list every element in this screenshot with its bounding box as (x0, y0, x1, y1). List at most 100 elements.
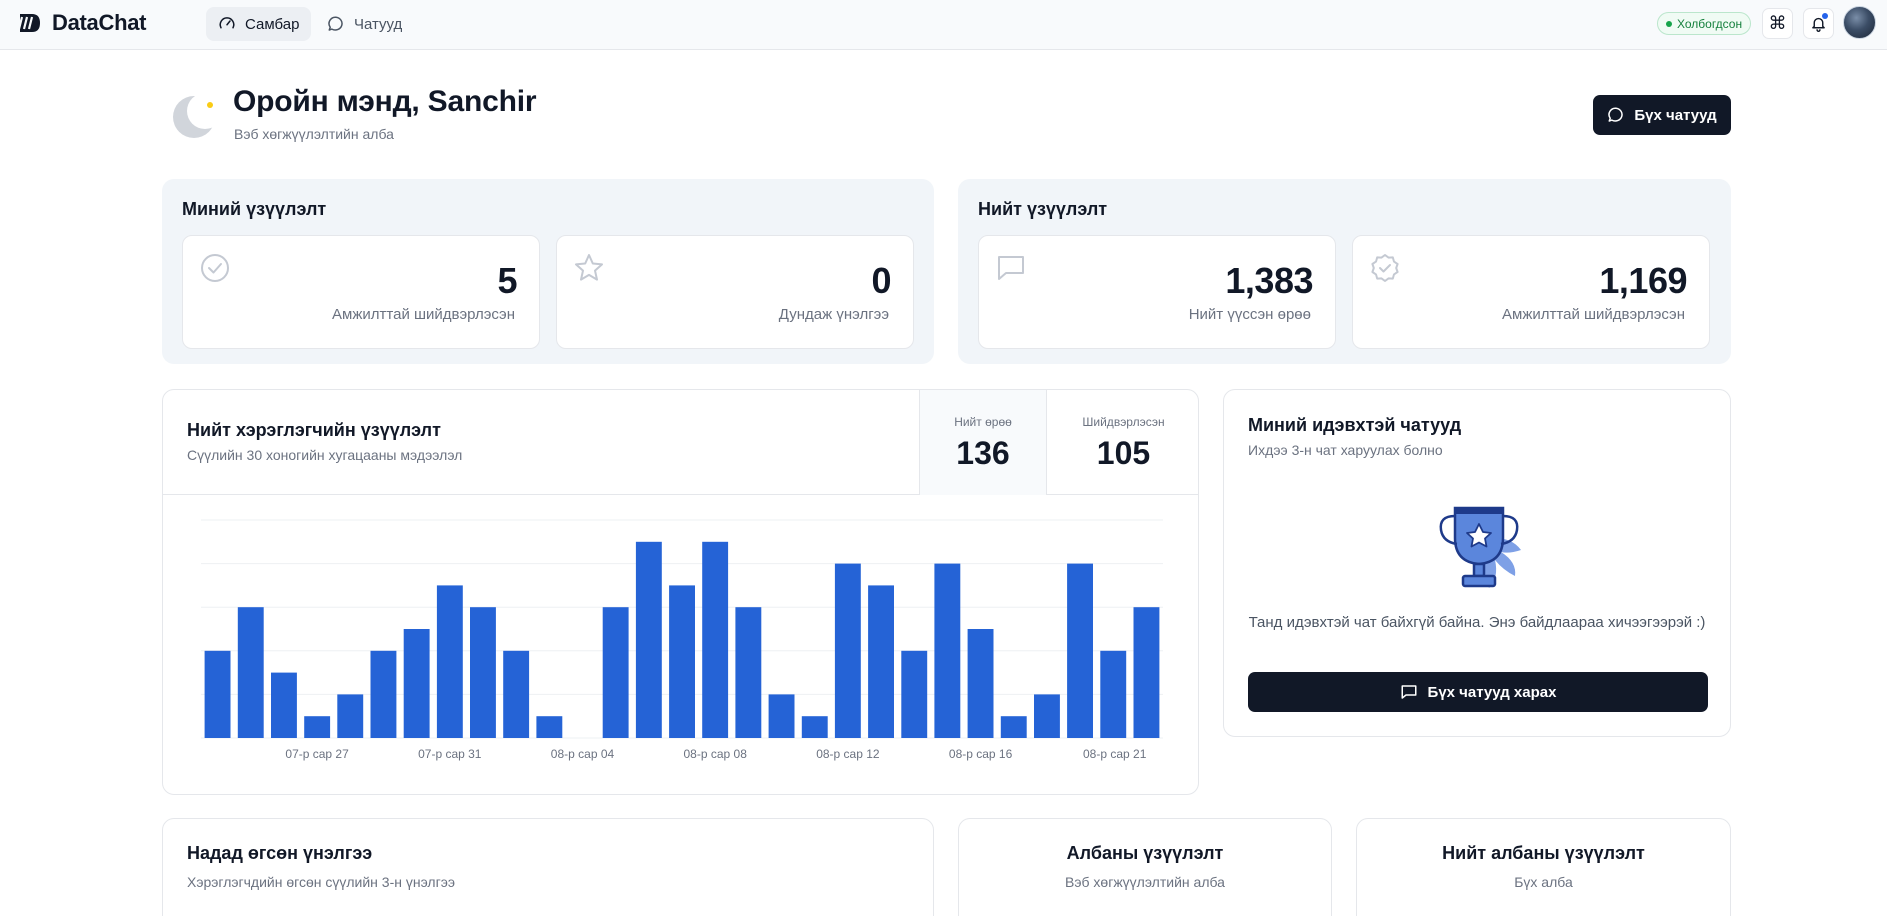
chart-bar[interactable]: 08-р сар 02: 4 (503, 650, 530, 738)
nav-dashboard[interactable]: Самбар (206, 7, 312, 41)
stat-label: Нийт үүссэн өрөө (1188, 306, 1311, 323)
chart-bar[interactable]: 07-р сар 26: 3 (271, 672, 297, 738)
datachat-logo-icon (17, 14, 40, 32)
my-stats-title: Миний үзүүлэлт (182, 199, 327, 219)
stat-value: 1,383 (1225, 260, 1313, 301)
active-chats-title: Миний идэвхтэй чатууд (1248, 415, 1462, 435)
gauge-icon (219, 17, 235, 29)
chart-bar[interactable]: 08-р сар 05: 6 (602, 607, 629, 738)
total-stats-panel: Нийт үзүүлэлт 1,383 Нийт үүссэн өрөө 1,1… (958, 179, 1731, 364)
brand-name: DataChat (52, 10, 147, 35)
dept-stats-card: Албаны үзүүлэлт Вэб хөгжүүлэлтийн алба (958, 818, 1332, 916)
message-square-icon (998, 256, 1024, 280)
stat-card-total-resolved: 1,169 Амжилттай шийдвэрлэсэн (1352, 235, 1710, 349)
nav-chats[interactable]: Чатууд (315, 7, 414, 41)
view-all-chats-label: Бүх чатууд харах (1427, 683, 1557, 701)
chart-x-tick-label: 07-р сар 27 (285, 747, 349, 761)
usage-chart-header: Нийт хэрэглэгчийн үзүүлэлт Сүүлийн 30 хо… (163, 390, 1198, 495)
dept-stats-subtitle: Вэб хөгжүүлэлтийн алба (1065, 874, 1225, 890)
chart-bar[interactable]: 08-р сар 03: 1 (536, 716, 563, 738)
all-dept-stats-title: Нийт албаны үзүүлэлт (1442, 843, 1645, 863)
check-circle-icon (201, 254, 229, 282)
resolved-value: 105 (1096, 435, 1151, 471)
brand-logo[interactable]: DataChat (16, 10, 146, 36)
chart-x-tick-label: 08-р сар 08 (684, 747, 748, 761)
total-stats-title: Нийт үзүүлэлт (978, 199, 1108, 219)
chart-bar[interactable]: 08-р сар 20: 4 (1100, 650, 1127, 738)
ratings-title: Надад өгсөн үнэлгээ (187, 843, 373, 863)
usage-title: Нийт хэрэглэгчийн үзүүлэлт (187, 420, 441, 440)
chart-bar[interactable]: 08-р сар 08: 9 (702, 541, 729, 738)
chart-bar[interactable]: 07-р сар 27: 1 (304, 716, 331, 738)
chart-bar[interactable]: 08-р сар 09: 6 (735, 607, 762, 738)
chart-bar[interactable]: 07-р сар 24: 4 (204, 650, 231, 738)
chat-bubble-icon (328, 16, 343, 31)
stat-value: 1,169 (1599, 260, 1687, 301)
status-dot-icon (1666, 20, 1672, 27)
chart-bar[interactable]: 07-р сар 28: 2 (337, 694, 364, 738)
active-chats-subtitle: Ихдээ 3-н чат харуулах болно (1248, 442, 1443, 458)
dept-stats-title: Албаны үзүүлэлт (1066, 843, 1224, 863)
chart-x-tick-label: 08-р сар 16 (949, 747, 1013, 761)
nav-dashboard-label: Самбар (245, 15, 300, 33)
top-navigation-bar: DataChat Самбар Чатууд Холбогдсон ⌘ (0, 0, 1887, 50)
resolved-label: Шийдвэрлэсэн (1082, 415, 1165, 429)
all-dept-stats-subtitle: Бүх алба (1514, 874, 1573, 890)
nav-chats-label: Чатууд (354, 15, 403, 33)
chart-bar[interactable]: 08-р сар 18: 2 (1034, 694, 1060, 738)
chart-bar[interactable]: 08-р сар 14: 4 (901, 650, 928, 738)
chart-bar[interactable]: 08-р сар 13: 7 (868, 585, 894, 738)
chart-x-tick-label: 08-р сар 21 (1083, 747, 1147, 761)
total-rooms-stat: Нийт өрөө 136 (919, 390, 1046, 495)
greeting-title: Оройн мэнд, Sanchir (233, 85, 537, 118)
chart-x-tick-label: 08-р сар 12 (816, 747, 880, 761)
all-chats-button-label: Бүх чатууд (1634, 106, 1717, 124)
star-icon (575, 254, 603, 281)
usage-chart-card: Нийт хэрэглэгчийн үзүүлэлт Сүүлийн 30 хо… (162, 389, 1199, 795)
stat-label: Амжилттай шийдвэрлэсэн (1502, 306, 1685, 323)
stat-card-avg-rating: 0 Дундаж үнэлгээ (556, 235, 914, 349)
badge-check-icon (1371, 254, 1399, 282)
command-palette-button[interactable]: ⌘ (1762, 8, 1793, 39)
stat-label: Амжилттай шийдвэрлэсэн (332, 306, 515, 323)
chart-bar[interactable]: 08-р сар 11: 1 (801, 716, 828, 738)
bell-icon (1812, 17, 1825, 32)
stat-label: Дундаж үнэлгээ (778, 306, 889, 323)
connection-status-label: Холбогдсон (1677, 16, 1743, 31)
connection-status-badge: Холбогдсон (1657, 12, 1752, 35)
chart-bar[interactable]: 08-р сар 19: 8 (1067, 563, 1093, 738)
chart-bar[interactable]: 08-р сар 07: 7 (669, 585, 695, 738)
notifications-button[interactable] (1803, 8, 1834, 39)
active-chats-card: Миний идэвхтэй чатууд Ихдээ 3-н чат хару… (1223, 389, 1731, 737)
chart-x-tick-label: 07-р сар 31 (418, 747, 482, 761)
trophy-icon (1439, 506, 1521, 588)
chart-bar[interactable]: 08-р сар 17: 1 (1000, 716, 1027, 738)
user-avatar[interactable] (1843, 6, 1876, 39)
chart-bar[interactable]: 08-р сар 06: 9 (635, 541, 662, 738)
chart-bar[interactable]: 07-р сар 30: 5 (403, 629, 430, 738)
chart-bar[interactable]: 08-р сар 01: 6 (470, 607, 496, 738)
chart-bar[interactable]: 07-р сар 29: 4 (370, 650, 397, 738)
message-square-icon (1401, 685, 1417, 699)
view-all-chats-button[interactable]: Бүх чатууд харах (1248, 672, 1708, 712)
chart-bar[interactable]: 08-р сар 12: 8 (834, 563, 861, 738)
stat-value: 0 (871, 260, 891, 301)
stat-card-total-rooms: 1,383 Нийт үүссэн өрөө (978, 235, 1336, 349)
usage-bar-chart: 07-р сар 24: 407-р сар 25: 6 07-р сар 26:… (201, 519, 1163, 761)
all-dept-stats-card: Нийт албаны үзүүлэлт Бүх алба (1356, 818, 1731, 916)
chart-bar[interactable]: 08-р сар 15: 8 (934, 563, 961, 738)
stat-value: 5 (497, 260, 517, 301)
all-chats-button[interactable]: Бүх чатууд (1593, 95, 1731, 135)
chart-bar[interactable]: 08-р сар 10: 2 (768, 694, 795, 738)
chart-bar[interactable]: 07-р сар 25: 6 (237, 607, 264, 738)
chart-bar[interactable]: 07-р сар 31: 7 (436, 585, 463, 738)
ratings-card: Надад өгсөн үнэлгээ Хэрэглэгчдийн өгсөн … (162, 818, 934, 916)
notification-dot-icon (1822, 13, 1828, 19)
usage-subtitle: Сүүлийн 30 хоногийн хугацааны мэдээлэл (187, 447, 463, 463)
total-rooms-label: Нийт өрөө (954, 415, 1012, 429)
chart-bar[interactable]: 08-р сар 21: 6 (1133, 607, 1160, 738)
chart-bar[interactable]: 08-р сар 16: 5 (967, 629, 994, 738)
my-stats-panel: Миний үзүүлэлт 5 Амжилттай шийдвэрлэсэн … (162, 179, 934, 364)
chart-x-tick-label: 08-р сар 04 (551, 747, 615, 761)
department-name: Вэб хөгжүүлэлтийн алба (234, 126, 394, 142)
